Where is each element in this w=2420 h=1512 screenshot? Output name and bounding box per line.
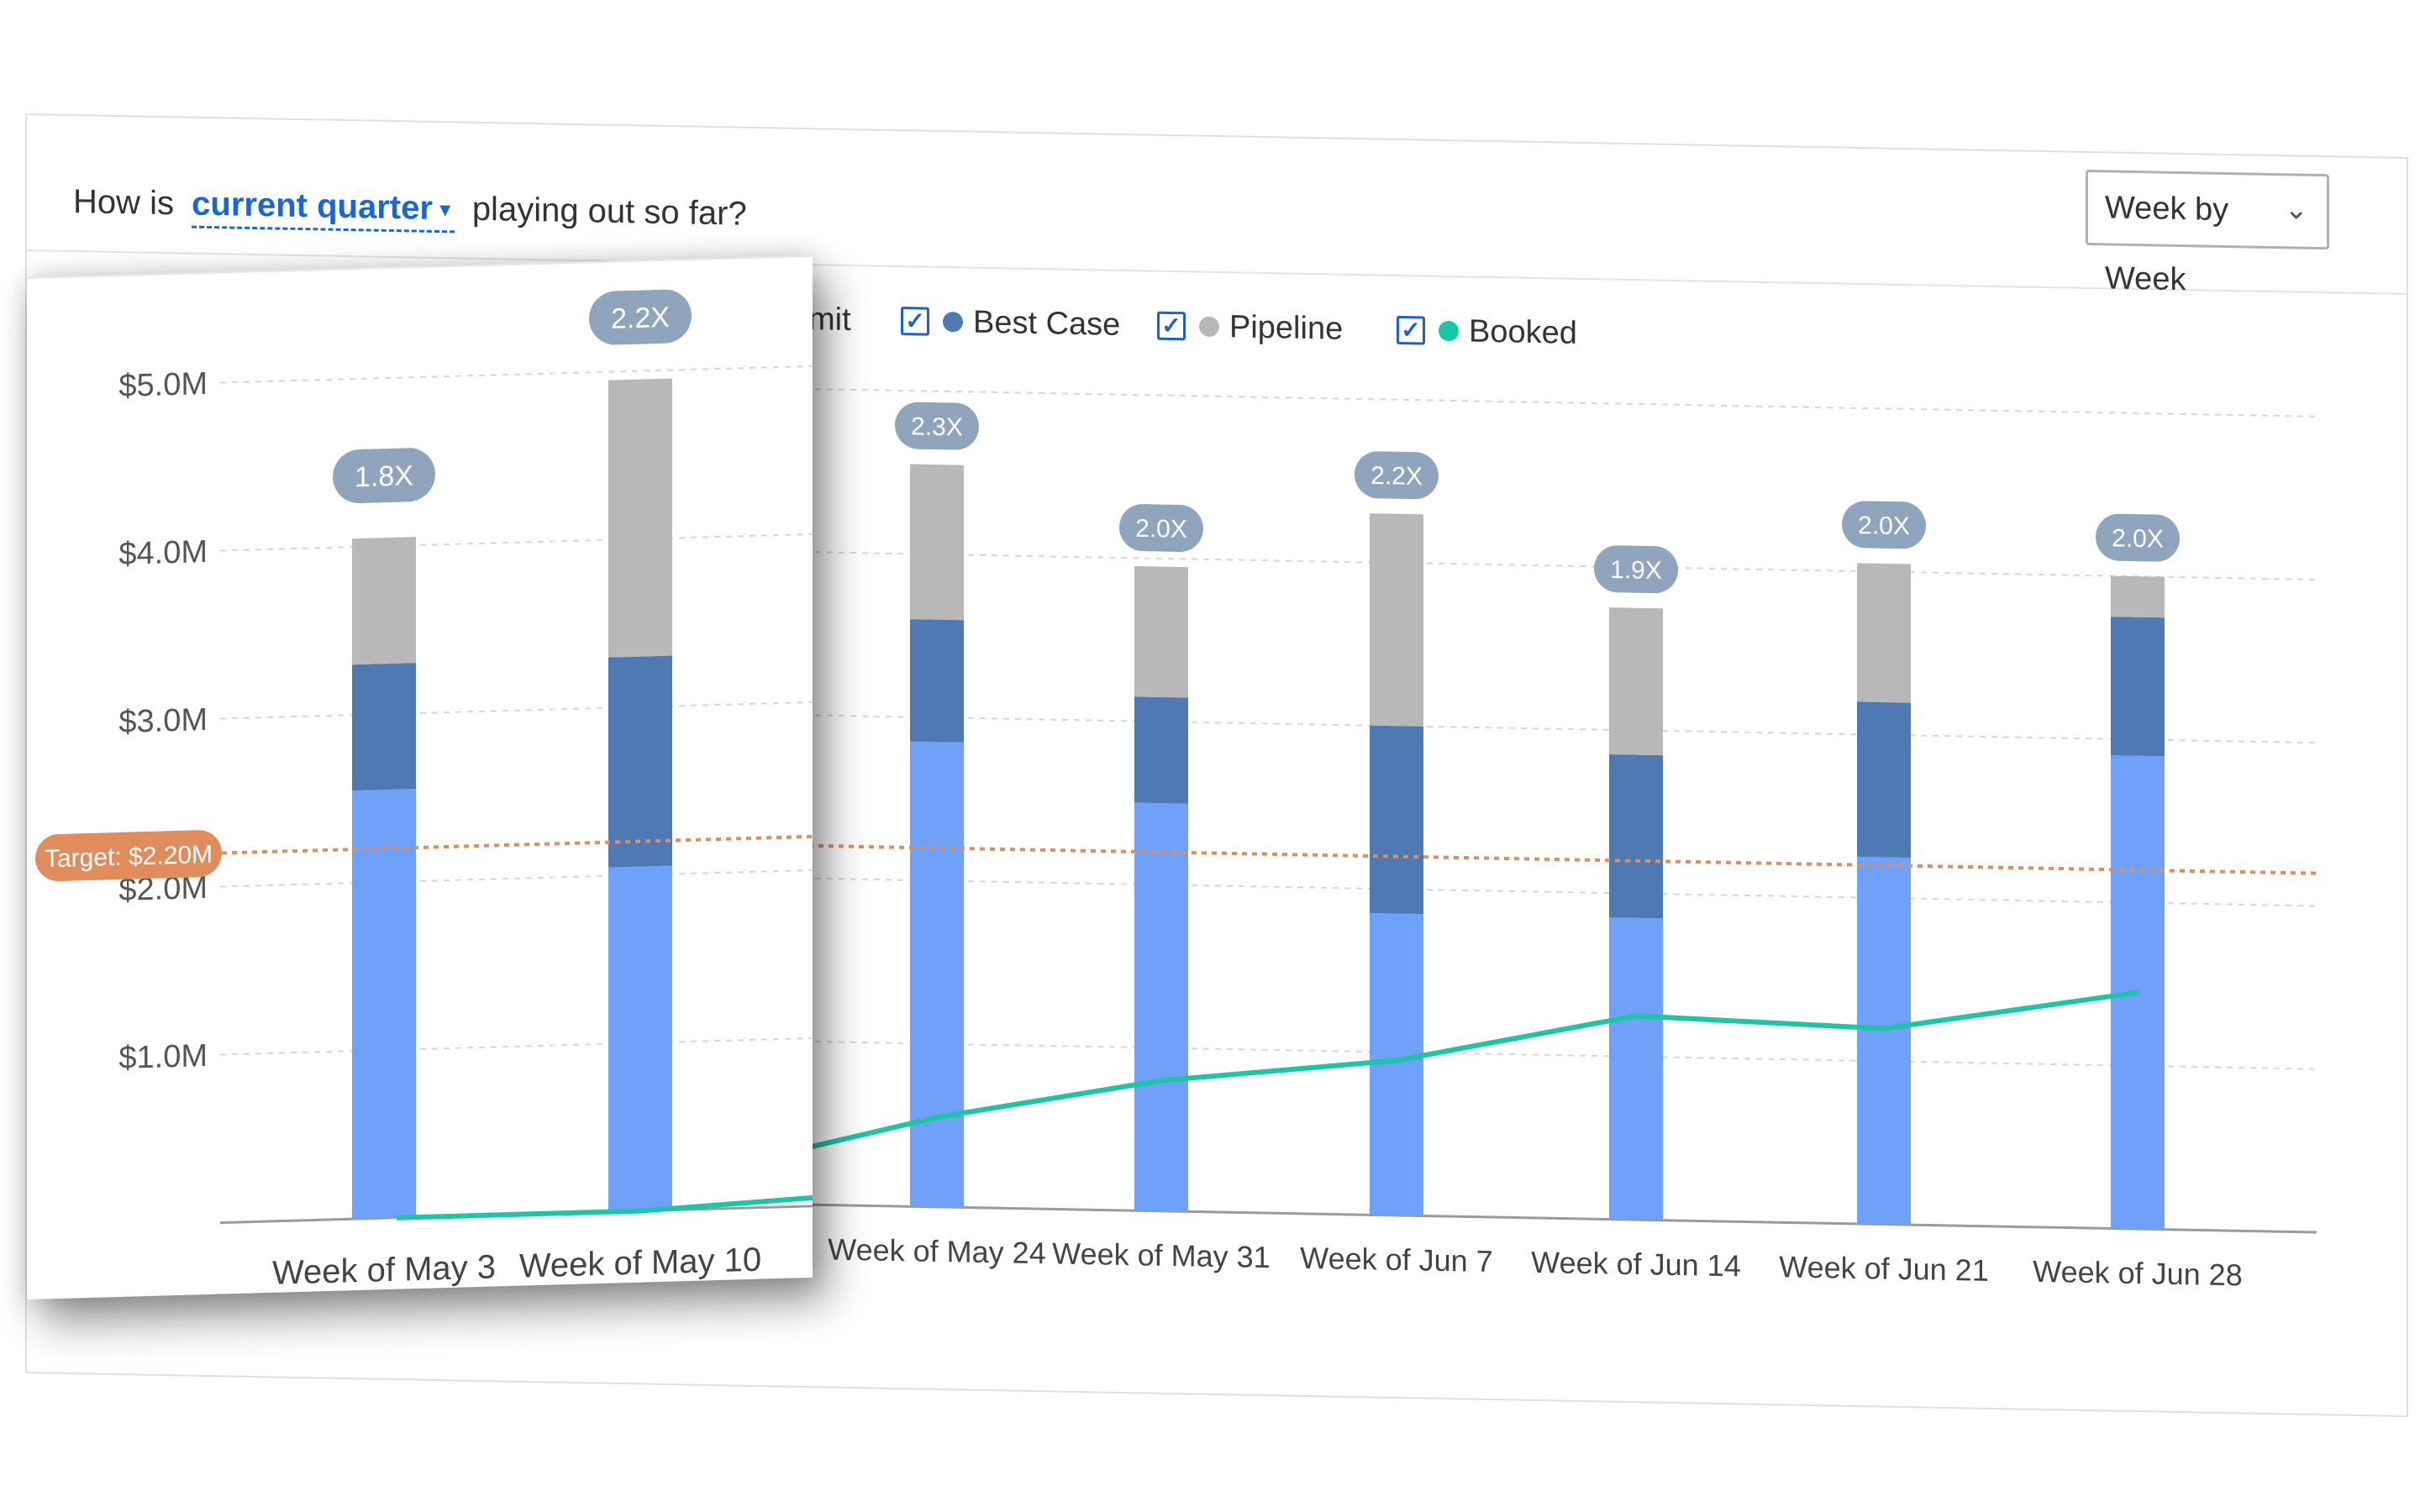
- multiple-label: 1.9X: [1610, 556, 1662, 585]
- bar-segment: [1609, 753, 1663, 919]
- bar-segment: [2111, 617, 2165, 757]
- x-tick-label: Week of May 3: [272, 1248, 496, 1291]
- period-dropdown-label: current quarter: [192, 185, 433, 227]
- multiple-badge: [1119, 504, 1203, 552]
- legend-label-partial: mit: [808, 301, 851, 338]
- view-select[interactable]: Week by Week ⌄: [2086, 169, 2329, 297]
- target-line: [222, 834, 813, 855]
- booked-line: [397, 1194, 813, 1221]
- x-tick-label: Week of May 24: [828, 1232, 1045, 1271]
- multiple-badge: [1355, 451, 1439, 500]
- y-tick-label: $1.0M: [118, 1038, 208, 1076]
- caret-down-icon: ▼: [435, 199, 455, 221]
- multiple-label: 1.8X: [355, 459, 413, 493]
- legend-label-best-case: Best Case: [973, 304, 1121, 343]
- pipeline-dot-icon: [1199, 316, 1219, 338]
- bar-segment: [352, 789, 416, 1220]
- bar-segment: [608, 655, 672, 868]
- x-tick-label: Week of Jun 21: [1779, 1249, 1988, 1288]
- bar-segment: [1134, 802, 1188, 1212]
- bar-segment: [1134, 565, 1188, 698]
- y-tick-label: $4.0M: [118, 534, 208, 572]
- gridline: [220, 1037, 813, 1056]
- bar-segment: [1370, 513, 1423, 727]
- multiple-label: 2.2X: [611, 302, 670, 335]
- legend-label-booked: Booked: [1469, 312, 1577, 351]
- best-case-dot-icon: [943, 312, 963, 333]
- legend-label-pipeline: Pipeline: [1229, 308, 1344, 347]
- multiple-label: 2.0X: [2112, 524, 2164, 553]
- legend-item-pipeline[interactable]: ✓ Pipeline: [1157, 304, 1343, 351]
- multiple-badge: [895, 402, 979, 450]
- x-tick-label: Week of Jun 14: [1531, 1245, 1740, 1284]
- bar-segment: [910, 464, 964, 621]
- question-prefix: How is: [73, 183, 175, 223]
- checkbox-checked-icon[interactable]: ✓: [1157, 311, 1186, 341]
- zoomed-chart-panel: $1.0M $2.0M $3.0M $4.0M $5.0M 1.8X Week of May…: [27, 255, 813, 1300]
- bar-segment: [910, 741, 964, 1208]
- booked-dot-icon: [1439, 320, 1459, 342]
- bar-segment: [1857, 856, 1911, 1226]
- bar-segment: [1609, 917, 1663, 1221]
- question-suffix: playing out so far?: [471, 190, 747, 233]
- target-line: [808, 843, 2317, 875]
- bar-segment: [1370, 725, 1423, 915]
- y-tick-label: $5.0M: [118, 366, 208, 404]
- target-label: Target: $2.20M: [45, 841, 213, 874]
- multiple-badge: [333, 448, 435, 503]
- gridline: [220, 869, 813, 888]
- bar-segment: [910, 619, 964, 743]
- checkbox-checked-icon[interactable]: ✓: [901, 307, 929, 336]
- bar-segment: [352, 537, 416, 665]
- multiple-label: 2.3X: [911, 412, 963, 441]
- bar-segment: [1134, 696, 1188, 804]
- multiple-badge: [1842, 501, 1926, 549]
- bar-segment: [1609, 607, 1663, 756]
- x-tick-label: Week of Jun 7: [1300, 1241, 1492, 1278]
- x-tick-label: Week of May 31: [1052, 1236, 1270, 1274]
- multiple-label: 2.2X: [1370, 462, 1423, 491]
- multiple-badge: [2096, 513, 2180, 562]
- question-text: How is current quarter ▼ playing out so f…: [73, 183, 747, 234]
- bar-segment: [1857, 701, 1911, 858]
- gridline: [220, 701, 813, 720]
- booked-line: [808, 990, 2139, 1151]
- view-select-label: Week by Week: [2105, 190, 2229, 298]
- legend-item-booked[interactable]: ✓ Booked: [1397, 308, 1577, 355]
- legend-item-best-case[interactable]: ✓ Best Case: [901, 299, 1120, 347]
- chevron-down-icon: ⌄: [2284, 193, 2309, 226]
- bar-segment: [608, 378, 672, 658]
- y-tick-label: $3.0M: [118, 702, 208, 740]
- bar-segment: [608, 865, 672, 1212]
- x-tick-label: Week of Jun 28: [2033, 1254, 2242, 1293]
- multiple-label: 2.0X: [1858, 512, 1910, 540]
- multiple-badge: [1594, 545, 1678, 594]
- bar-segment: [1370, 912, 1423, 1216]
- x-tick-label: Week of May 10: [519, 1242, 761, 1285]
- legend-item-partial: mit: [808, 297, 851, 342]
- period-dropdown[interactable]: current quarter ▼: [192, 185, 455, 234]
- target-badge: [35, 830, 222, 881]
- bar-segment: [352, 663, 416, 791]
- gridline: [220, 365, 813, 384]
- multiple-badge: [589, 289, 692, 345]
- bar-segment: [2111, 575, 2165, 618]
- gridline: [220, 533, 813, 552]
- bar-segment: [1857, 563, 1911, 703]
- multiple-label: 2.0X: [1135, 515, 1187, 543]
- checkbox-checked-icon[interactable]: ✓: [1397, 315, 1425, 345]
